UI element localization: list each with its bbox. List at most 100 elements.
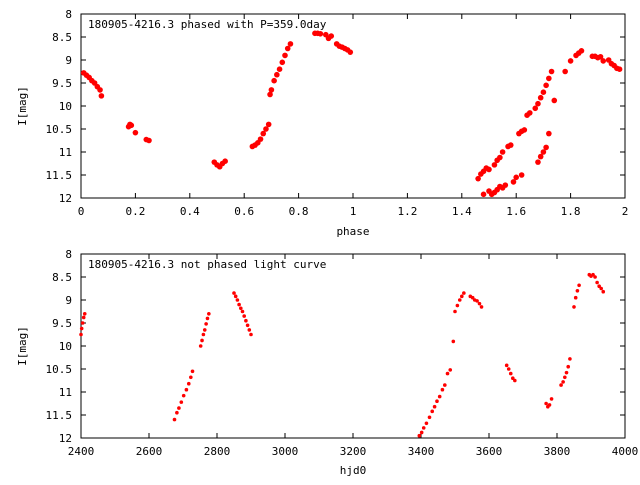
x-tick-labels: 2400 2600 2800 3000 3200 3400 3600 3800 4000 <box>68 445 639 458</box>
data-point <box>417 433 422 438</box>
data-point <box>508 371 513 376</box>
data-point <box>549 397 554 401</box>
data-point <box>546 130 552 137</box>
data-point <box>282 52 288 59</box>
data-point <box>284 45 291 52</box>
data-point <box>543 82 549 89</box>
data-point <box>460 294 464 299</box>
data-point <box>146 137 152 144</box>
data-point <box>597 284 601 289</box>
tick-marks <box>80 253 626 439</box>
data-point <box>561 380 565 384</box>
y-tick-label: 9.5 <box>52 77 72 90</box>
data-point <box>535 100 541 107</box>
y-tick-label: 9.5 <box>52 317 72 330</box>
y-tick-label: 10 <box>59 340 72 353</box>
x-tick-label: 4000 <box>612 445 639 458</box>
chart-title: 180905-4216.3 not phased light curve <box>88 258 326 271</box>
data-point <box>470 295 475 300</box>
chart-title: 180905-4216.3 phased with P=359.0day <box>88 18 327 31</box>
x-tick-label: 1.4 <box>452 205 472 218</box>
data-point <box>222 158 228 164</box>
data-point <box>572 305 576 309</box>
data-point <box>279 59 286 66</box>
data-point <box>186 381 191 386</box>
data-point <box>184 387 189 392</box>
data-point <box>507 142 514 148</box>
data-point <box>513 378 517 383</box>
data-point <box>562 68 568 75</box>
data-point <box>244 318 248 323</box>
data-point <box>132 129 139 136</box>
plot-frame <box>80 253 626 439</box>
data-point <box>566 364 571 369</box>
data-point <box>518 172 525 178</box>
data-point <box>527 110 533 116</box>
data-point <box>177 406 181 410</box>
data-point <box>235 298 240 302</box>
data-point <box>172 417 177 422</box>
data-point <box>616 66 623 72</box>
y-tick-label: 10.5 <box>46 123 73 136</box>
data-point <box>79 332 83 337</box>
data-point <box>448 368 453 372</box>
unphased-light-curve-panel: 2400 2600 2800 3000 3200 3400 3600 3800 4000 8 8.… <box>16 248 638 477</box>
data-point <box>128 122 135 129</box>
data-point <box>595 280 599 285</box>
data-point <box>200 338 204 343</box>
y-tick-labels: 8 8.5 9 9.5 10 10.5 11 11.5 12 <box>46 8 73 205</box>
data-point <box>521 127 528 133</box>
data-point <box>568 357 572 361</box>
data-point <box>432 404 437 409</box>
data-point <box>597 53 604 60</box>
data-point <box>245 323 250 328</box>
data-point <box>451 339 456 344</box>
data-point <box>175 410 179 415</box>
data-point <box>239 306 243 311</box>
data-point <box>79 326 84 331</box>
data-point <box>445 371 450 376</box>
data-point <box>575 289 580 293</box>
x-tick-label: 3400 <box>408 445 435 458</box>
data-point <box>257 136 264 142</box>
y-tick-label: 11.5 <box>46 409 73 422</box>
x-tick-label: 3200 <box>340 445 367 458</box>
data-point <box>537 94 544 101</box>
data-point <box>564 370 569 375</box>
data-point <box>510 179 517 185</box>
data-point <box>347 49 354 55</box>
data-point <box>81 315 86 320</box>
data-point <box>268 87 275 93</box>
data-point <box>421 426 426 430</box>
data-point <box>189 375 193 380</box>
x-tick-label: 0.6 <box>234 205 254 218</box>
data-point <box>479 305 484 309</box>
data-point <box>475 299 479 303</box>
x-tick-label: 3000 <box>272 445 299 458</box>
data-point <box>198 344 203 348</box>
x-tick-label: 0.4 <box>180 205 200 218</box>
data-point <box>599 286 603 291</box>
data-point <box>276 66 283 72</box>
data-point <box>328 33 335 39</box>
data-point <box>98 93 105 99</box>
data-point <box>267 91 273 98</box>
y-tick-label: 8.5 <box>52 271 72 284</box>
data-point <box>263 126 269 132</box>
data-point <box>540 149 547 155</box>
x-tick-label: 2600 <box>136 445 163 458</box>
data-point <box>497 154 503 161</box>
data-point <box>443 383 447 387</box>
data-point <box>563 375 567 380</box>
data-point <box>535 159 541 165</box>
data-point <box>440 387 445 392</box>
x-tick-label: 3800 <box>544 445 571 458</box>
data-point <box>513 174 519 181</box>
data-point <box>317 30 324 37</box>
data-point <box>577 283 581 288</box>
data-point <box>537 153 544 160</box>
tick-marks <box>80 13 626 199</box>
data-point <box>419 430 424 435</box>
